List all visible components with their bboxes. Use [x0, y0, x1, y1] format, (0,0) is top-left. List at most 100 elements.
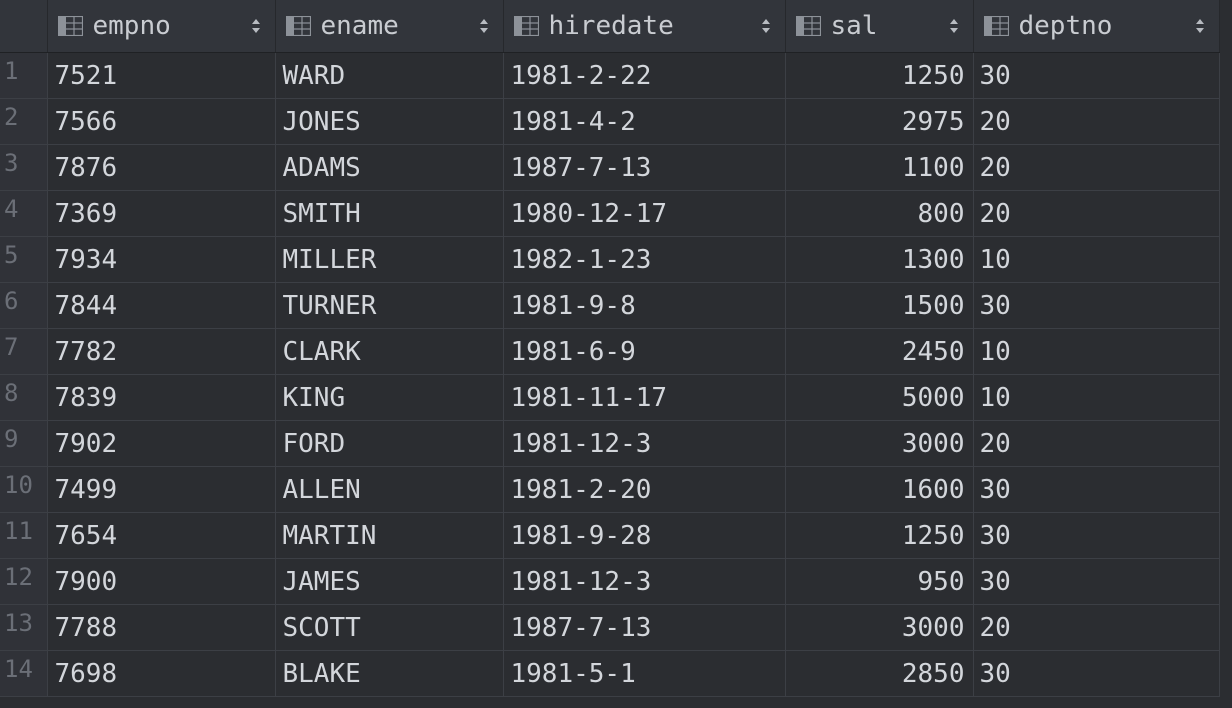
row-number[interactable]: 9 — [0, 420, 48, 467]
cell-empno[interactable]: 7934 — [47, 236, 276, 283]
row-number[interactable]: 12 — [0, 558, 48, 605]
cell-sal[interactable]: 1100 — [785, 144, 974, 191]
cell-deptno[interactable]: 20 — [973, 98, 1220, 145]
column-header-empno[interactable]: empno — [47, 0, 276, 53]
cell-ename[interactable]: BLAKE — [275, 650, 504, 697]
table-row[interactable]: 4 7369 SMITH 1980-12-17 800 20 — [0, 190, 1220, 237]
table-row[interactable]: 8 7839 KING 1981-11-17 5000 10 — [0, 374, 1220, 421]
cell-empno[interactable]: 7499 — [47, 466, 276, 513]
table-row[interactable]: 2 7566 JONES 1981-4-2 2975 20 — [0, 98, 1220, 145]
cell-deptno[interactable]: 30 — [973, 512, 1220, 559]
cell-sal[interactable]: 800 — [785, 190, 974, 237]
cell-sal[interactable]: 3000 — [785, 604, 974, 651]
row-number[interactable]: 4 — [0, 190, 48, 237]
cell-deptno[interactable]: 30 — [973, 52, 1220, 99]
table-row[interactable]: 14 7698 BLAKE 1981-5-1 2850 30 — [0, 650, 1220, 697]
cell-empno[interactable]: 7698 — [47, 650, 276, 697]
cell-sal[interactable]: 1250 — [785, 512, 974, 559]
cell-deptno[interactable]: 20 — [973, 190, 1220, 237]
cell-hiredate[interactable]: 1981-2-20 — [503, 466, 786, 513]
cell-deptno[interactable]: 10 — [973, 374, 1220, 421]
cell-hiredate[interactable]: 1980-12-17 — [503, 190, 786, 237]
cell-hiredate[interactable]: 1981-5-1 — [503, 650, 786, 697]
cell-sal[interactable]: 950 — [785, 558, 974, 605]
cell-sal[interactable]: 2975 — [785, 98, 974, 145]
table-row[interactable]: 13 7788 SCOTT 1987-7-13 3000 20 — [0, 604, 1220, 651]
cell-empno[interactable]: 7654 — [47, 512, 276, 559]
cell-hiredate[interactable]: 1987-7-13 — [503, 604, 786, 651]
cell-ename[interactable]: SMITH — [275, 190, 504, 237]
cell-deptno[interactable]: 30 — [973, 650, 1220, 697]
cell-sal[interactable]: 2850 — [785, 650, 974, 697]
cell-sal[interactable]: 2450 — [785, 328, 974, 375]
cell-hiredate[interactable]: 1982-1-23 — [503, 236, 786, 283]
cell-sal[interactable]: 1250 — [785, 52, 974, 99]
row-number[interactable]: 14 — [0, 650, 48, 697]
cell-hiredate[interactable]: 1981-12-3 — [503, 558, 786, 605]
row-number[interactable]: 3 — [0, 144, 48, 191]
cell-empno[interactable]: 7844 — [47, 282, 276, 329]
cell-hiredate[interactable]: 1981-2-22 — [503, 52, 786, 99]
table-row[interactable]: 7 7782 CLARK 1981-6-9 2450 10 — [0, 328, 1220, 375]
column-header-ename[interactable]: ename — [275, 0, 504, 53]
row-number[interactable]: 1 — [0, 52, 48, 99]
row-number[interactable]: 10 — [0, 466, 48, 513]
cell-sal[interactable]: 3000 — [785, 420, 974, 467]
cell-ename[interactable]: FORD — [275, 420, 504, 467]
table-row[interactable]: 5 7934 MILLER 1982-1-23 1300 10 — [0, 236, 1220, 283]
cell-deptno[interactable]: 20 — [973, 604, 1220, 651]
cell-sal[interactable]: 1300 — [785, 236, 974, 283]
cell-empno[interactable]: 7900 — [47, 558, 276, 605]
cell-ename[interactable]: SCOTT — [275, 604, 504, 651]
cell-deptno[interactable]: 10 — [973, 328, 1220, 375]
sort-arrows-icon[interactable] — [251, 18, 261, 34]
sort-arrows-icon[interactable] — [479, 18, 489, 34]
cell-empno[interactable]: 7566 — [47, 98, 276, 145]
cell-ename[interactable]: CLARK — [275, 328, 504, 375]
cell-empno[interactable]: 7788 — [47, 604, 276, 651]
sort-arrows-icon[interactable] — [1195, 18, 1205, 34]
cell-hiredate[interactable]: 1981-6-9 — [503, 328, 786, 375]
cell-ename[interactable]: KING — [275, 374, 504, 421]
cell-empno[interactable]: 7902 — [47, 420, 276, 467]
column-header-deptno[interactable]: deptno — [973, 0, 1220, 53]
cell-empno[interactable]: 7876 — [47, 144, 276, 191]
sort-arrows-icon[interactable] — [949, 18, 959, 34]
cell-hiredate[interactable]: 1981-9-8 — [503, 282, 786, 329]
cell-sal[interactable]: 1500 — [785, 282, 974, 329]
cell-empno[interactable]: 7782 — [47, 328, 276, 375]
cell-hiredate[interactable]: 1981-12-3 — [503, 420, 786, 467]
table-row[interactable]: 9 7902 FORD 1981-12-3 3000 20 — [0, 420, 1220, 467]
cell-ename[interactable]: MARTIN — [275, 512, 504, 559]
row-number[interactable]: 13 — [0, 604, 48, 651]
table-row[interactable]: 11 7654 MARTIN 1981-9-28 1250 30 — [0, 512, 1220, 559]
cell-sal[interactable]: 1600 — [785, 466, 974, 513]
cell-ename[interactable]: TURNER — [275, 282, 504, 329]
cell-deptno[interactable]: 20 — [973, 144, 1220, 191]
sort-arrows-icon[interactable] — [761, 18, 771, 34]
cell-ename[interactable]: JONES — [275, 98, 504, 145]
column-header-hiredate[interactable]: hiredate — [503, 0, 786, 53]
cell-ename[interactable]: WARD — [275, 52, 504, 99]
cell-sal[interactable]: 5000 — [785, 374, 974, 421]
table-row[interactable]: 12 7900 JAMES 1981-12-3 950 30 — [0, 558, 1220, 605]
row-number[interactable]: 5 — [0, 236, 48, 283]
table-row[interactable]: 10 7499 ALLEN 1981-2-20 1600 30 — [0, 466, 1220, 513]
cell-deptno[interactable]: 30 — [973, 282, 1220, 329]
table-row[interactable]: 1 7521 WARD 1981-2-22 1250 30 — [0, 52, 1220, 99]
cell-empno[interactable]: 7839 — [47, 374, 276, 421]
cell-deptno[interactable]: 20 — [973, 420, 1220, 467]
row-number[interactable]: 2 — [0, 98, 48, 145]
cell-hiredate[interactable]: 1981-11-17 — [503, 374, 786, 421]
cell-deptno[interactable]: 30 — [973, 466, 1220, 513]
cell-ename[interactable]: ALLEN — [275, 466, 504, 513]
row-number[interactable]: 6 — [0, 282, 48, 329]
cell-hiredate[interactable]: 1981-4-2 — [503, 98, 786, 145]
cell-deptno[interactable]: 10 — [973, 236, 1220, 283]
cell-empno[interactable]: 7369 — [47, 190, 276, 237]
cell-empno[interactable]: 7521 — [47, 52, 276, 99]
cell-deptno[interactable]: 30 — [973, 558, 1220, 605]
column-header-sal[interactable]: sal — [785, 0, 974, 53]
cell-ename[interactable]: MILLER — [275, 236, 504, 283]
cell-ename[interactable]: JAMES — [275, 558, 504, 605]
